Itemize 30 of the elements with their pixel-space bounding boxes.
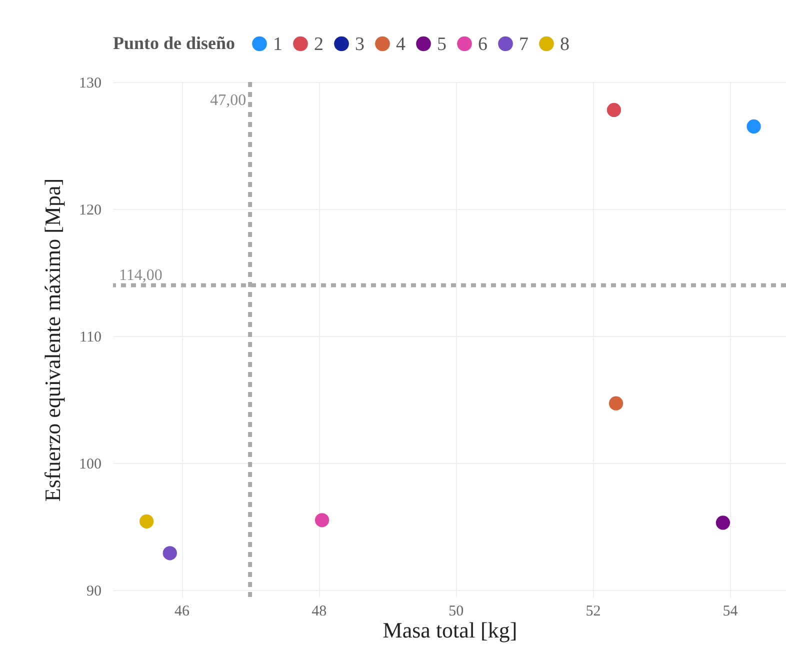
x-axis-title: Masa total [kg] [382,618,518,642]
legend-label: 7 [519,34,528,55]
y-tick-label: 90 [86,584,102,600]
point [140,514,154,528]
x-tick-label: 46 [174,604,190,620]
legend-label: 5 [437,34,446,55]
point [314,513,330,528]
legend-label: 3 [355,34,364,55]
y-axis-title: Esfuerzo equivalente máximo [Mpa] [40,178,65,502]
legend-label: 1 [273,34,282,55]
point [746,119,761,134]
legend-label: 4 [396,34,406,55]
point [606,102,622,117]
x-tick-label: 52 [586,604,601,620]
point [608,396,624,410]
point [162,546,177,560]
legend-title: Punto de diseño [113,33,236,53]
ref-line-label: 114,00 [119,267,162,284]
legend-label: 2 [314,34,324,55]
x-tick-label: 48 [312,604,327,620]
legend-label: 8 [560,34,570,55]
y-tick-label: 110 [80,330,102,346]
x-tick-label: 50 [448,604,464,620]
point [716,516,730,530]
x-tick-label: 54 [722,604,738,620]
legend-label: 6 [478,34,488,55]
y-tick-label: 130 [79,76,102,92]
y-tick-label: 100 [79,456,102,473]
ref-line-label: 47,00 [210,92,246,109]
y-tick-label: 120 [79,202,102,219]
